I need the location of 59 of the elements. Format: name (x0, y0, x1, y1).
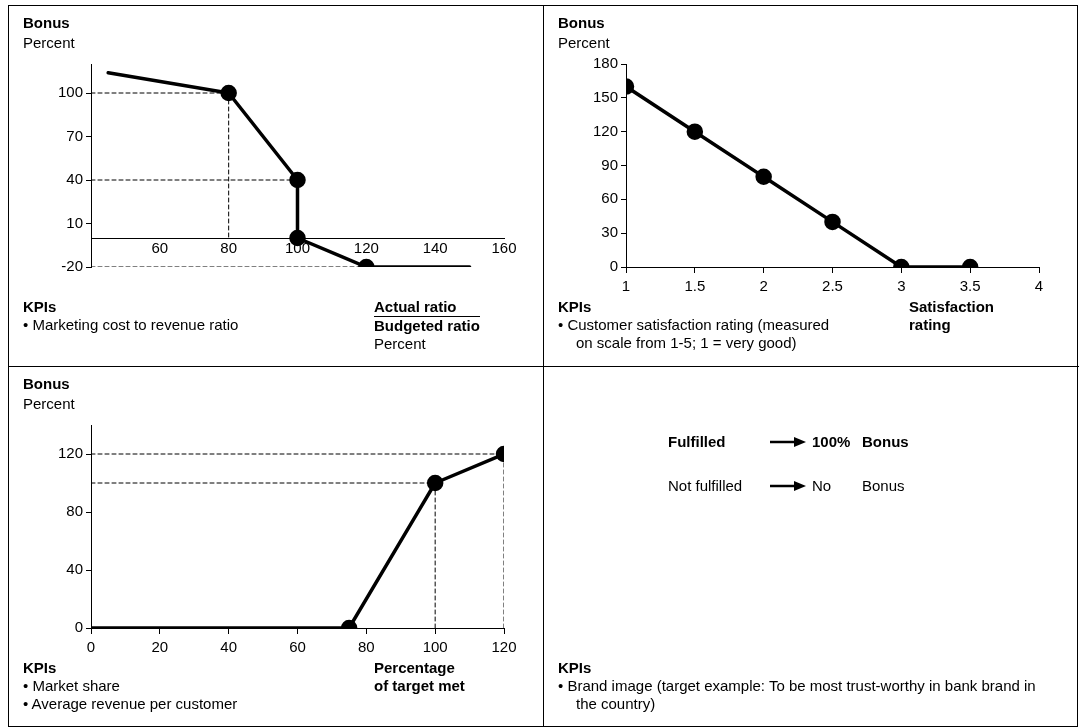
x-tick-label: 80 (220, 239, 238, 257)
text: Not fulfilled (668, 477, 743, 495)
x-tick-label: 20 (151, 638, 169, 656)
x-tick-label: 60 (151, 239, 169, 257)
x-tick-label: 140 (422, 239, 448, 257)
text: • Market share (23, 677, 121, 695)
x-axis-title: Satisfaction rating (909, 298, 995, 334)
text: Fulfilled (668, 433, 726, 451)
x-tick-label: 3 (897, 277, 906, 295)
x-tick-label: 60 (289, 638, 306, 656)
x-axis-title: Actual ratio Budgeted ratio Percent (374, 298, 480, 353)
x-tick-label: 3.5 (959, 277, 981, 295)
text: Bonus (862, 477, 905, 495)
text: • Average revenue per customer (23, 695, 239, 713)
y-axis-title: Percent (558, 34, 610, 52)
y-tick-label: 180 (592, 54, 618, 72)
x-tick-label: 0 (86, 638, 96, 656)
x-tick-label: 160 (491, 239, 517, 257)
y-tick-label: -20 (61, 257, 83, 275)
y-tick-label: 30 (601, 223, 618, 241)
x-tick-label: 120 (491, 638, 517, 656)
y-axis-title: Percent (23, 395, 75, 413)
chart-title: Bonus (23, 375, 70, 393)
x-tick-label: 100 (422, 638, 448, 656)
text: • Customer satisfaction rating (measured on scale from 1-5; 1 = very good) (558, 316, 831, 352)
y-tick-label: 150 (592, 87, 618, 105)
x-tick-label: 2 (759, 277, 768, 295)
x-tick-label: 1.5 (684, 277, 706, 295)
y-tick-label: 80 (66, 502, 83, 520)
text: KPIs (558, 659, 592, 677)
text: • Marketing cost to revenue ratio (23, 316, 240, 334)
y-tick-label: 120 (592, 121, 618, 139)
y-tick-label: 90 (601, 155, 618, 173)
text: No (812, 477, 832, 495)
x-tick-label: 4 (1034, 277, 1044, 295)
y-tick-label: 100 (57, 83, 83, 101)
y-axis-title: Percent (23, 34, 75, 52)
text: 100% (812, 433, 851, 451)
y-tick-label: 40 (66, 170, 83, 188)
y-tick-label: 0 (609, 257, 618, 275)
x-tick-label: 80 (357, 638, 375, 656)
text: • Brand image (target example: To be most trust-worthy in bank brand in the country) (558, 677, 1037, 713)
y-tick-label: 120 (57, 444, 83, 462)
x-tick-label: 1 (621, 277, 631, 295)
x-tick-label: 40 (220, 638, 238, 656)
x-tick-label: 120 (353, 239, 379, 257)
y-tick-label: 0 (74, 618, 83, 636)
x-tick-label: 2.5 (822, 277, 843, 295)
x-axis-title: Percentage of target met (374, 659, 465, 695)
text: KPIs (23, 298, 57, 316)
y-tick-label: 70 (66, 126, 83, 144)
text: KPIs (23, 659, 57, 677)
text: Bonus (862, 433, 909, 451)
y-tick-label: 10 (66, 213, 83, 231)
chart-title: Bonus (558, 14, 605, 32)
y-tick-label: 60 (601, 189, 618, 207)
y-tick-label: 40 (66, 560, 83, 578)
chart-title: Bonus (23, 14, 70, 32)
text: KPIs (558, 298, 592, 316)
